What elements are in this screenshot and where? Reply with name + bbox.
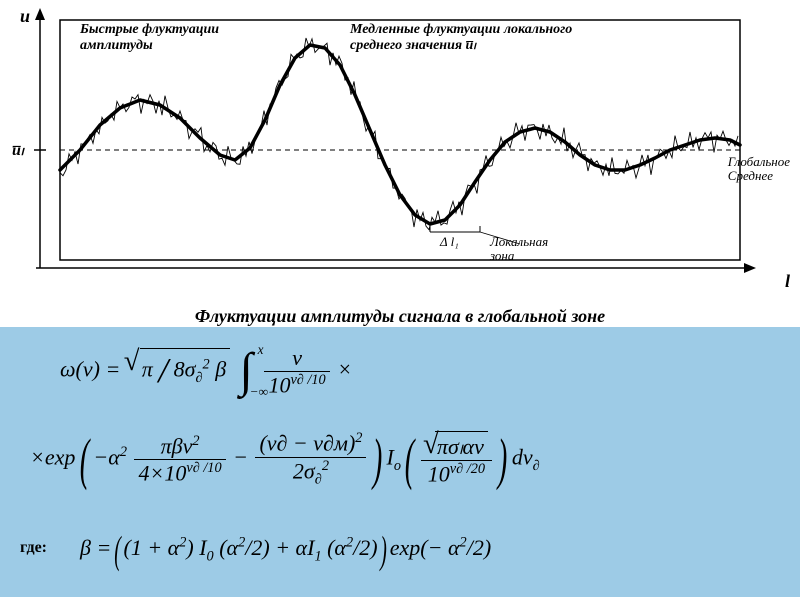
exp-prefix: ×exp bbox=[30, 445, 75, 470]
exp-1: ν∂ /10 bbox=[290, 372, 325, 388]
nu-num: ν bbox=[264, 345, 329, 372]
fluctuation-chart: u l u̅ₗ Быстрые флуктуацииамплитуды Медл… bbox=[0, 0, 800, 300]
ten-2: 10 bbox=[428, 462, 450, 487]
y-axis-label: u bbox=[20, 6, 30, 27]
I0: I bbox=[199, 535, 206, 560]
x-axis-label: l bbox=[785, 271, 790, 292]
where-label: где: bbox=[20, 539, 47, 557]
pbn-num: πβν bbox=[161, 433, 193, 458]
frac-io-arg: πσₗαν 10ν∂ /20 bbox=[421, 431, 492, 487]
close-paren: ) bbox=[484, 535, 491, 560]
sigma-sub-2: ∂ bbox=[315, 472, 322, 488]
beta-eq: β = bbox=[80, 535, 117, 560]
annotation-delta-l: Δ l₁ bbox=[440, 235, 459, 249]
Io-sub: o bbox=[394, 458, 401, 474]
exp-3: ν∂ /20 bbox=[450, 461, 485, 477]
two-sigma: 2σ bbox=[293, 458, 315, 483]
two-2: 2 bbox=[359, 535, 370, 560]
annotation-fast: Быстрые флуктуацииамплитуды bbox=[80, 22, 219, 54]
two-3: 2 bbox=[473, 535, 484, 560]
exp-neg-a2: exp(− α bbox=[390, 535, 460, 560]
formula-panel: ω(ν) = π / 8σ∂2 β x ∫ −∞ ν 10ν∂ /10 × ×e… bbox=[0, 327, 800, 597]
a2-2: α bbox=[334, 535, 346, 560]
int-upper: x bbox=[258, 342, 264, 358]
annotation-global-text: ГлобальноеСреднее bbox=[728, 154, 790, 183]
frac-nudm: (ν∂ − ν∂м)2 2σ∂2 bbox=[255, 430, 366, 488]
chart-caption: Флуктуации амплитуды сигнала в глобально… bbox=[0, 300, 800, 327]
one-plus-a2: (1 + α bbox=[124, 535, 180, 560]
a2-1: α bbox=[227, 535, 239, 560]
y-tick-label: u̅ₗ bbox=[12, 140, 24, 160]
frac-pbnu: πβν2 4×10ν∂ /10 bbox=[134, 433, 225, 487]
beta-1: β bbox=[215, 357, 226, 382]
formula-line-1: ω(ν) = π / 8σ∂2 β x ∫ −∞ ν 10ν∂ /10 × bbox=[60, 345, 352, 398]
four-ten: 4×10 bbox=[138, 460, 186, 485]
minus-alpha: −α bbox=[93, 445, 119, 470]
annotation-fast-text: Быстрые флуктуацииамплитуды bbox=[80, 22, 219, 53]
annotation-global: ГлобальноеСреднее bbox=[728, 155, 790, 184]
formula-line-3: β = ( (1 + α2) I0 (α2/2) + αI1 (α2/2) ) … bbox=[80, 527, 491, 573]
annotation-local-zone: Локальнаязона bbox=[490, 235, 548, 264]
integral: x ∫ −∞ bbox=[240, 352, 253, 392]
sigma-sub-1: ∂ bbox=[195, 370, 202, 386]
ten-1: 10 bbox=[268, 372, 290, 397]
pi-1: π bbox=[142, 357, 153, 382]
sqrt-arg: πσₗαν bbox=[435, 431, 488, 460]
I1-sub: 1 bbox=[314, 548, 321, 564]
minus-2: − bbox=[233, 445, 248, 470]
dnud: dν bbox=[512, 445, 533, 470]
frac-nu-10: ν 10ν∂ /10 bbox=[264, 345, 329, 398]
dnud-sub: ∂ bbox=[533, 458, 540, 474]
annotation-slow-text: Медленные флуктуации локальногосреднего … bbox=[350, 22, 572, 53]
two-1: 2 bbox=[251, 535, 262, 560]
times-1: × bbox=[337, 357, 352, 382]
eight-sigma: 8σ bbox=[174, 357, 196, 382]
I0-sub: 0 bbox=[207, 548, 214, 564]
exp-2: ν∂ /10 bbox=[186, 460, 221, 476]
int-lower: −∞ bbox=[250, 384, 268, 400]
plus-aI1: + αI bbox=[275, 535, 314, 560]
Io: I bbox=[386, 445, 393, 470]
formula-line-2: ×exp ( −α2 πβν2 4×10ν∂ /10 − (ν∂ − ν∂м)2… bbox=[30, 427, 540, 492]
nudm-num: (ν∂ − ν∂м) bbox=[259, 431, 355, 456]
annotation-local-zone-text: Локальнаязона bbox=[490, 234, 548, 263]
annotation-slow: Медленные флуктуации локальногосреднего … bbox=[350, 22, 572, 54]
omega-nu-eq: ω(ν) = bbox=[60, 357, 126, 382]
sqrt-1: π / 8σ∂2 β bbox=[126, 348, 230, 391]
